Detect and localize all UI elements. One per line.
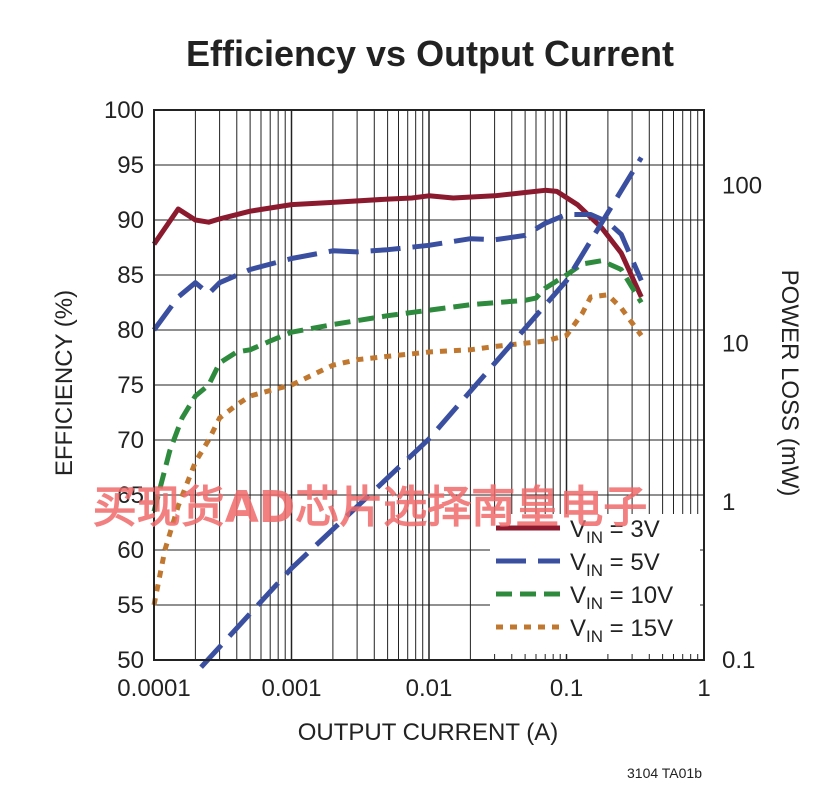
series-line-0 [151,187,644,299]
legend-entry: VIN = 15V [570,615,673,646]
x-tick-label: 0.1 [550,675,583,702]
series-line-3 [151,292,644,606]
legend-entry: VIN = 5V [570,549,660,580]
x-tick-label: 0.01 [406,675,453,702]
y-tick-label: 100 [104,97,144,124]
legend-entry: VIN = 3V [570,516,660,547]
y-tick-label: 85 [117,262,144,289]
y2-tick-label: 100 [722,172,762,199]
y-tick-label: 50 [117,647,144,674]
series-line-2 [151,258,644,513]
legend-entry: VIN = 10V [570,582,673,613]
watermark-text: 买现货AD芯片选择南皇电子 [93,482,648,533]
y2-axis-label: POWER LOSS (mW) [776,270,803,497]
y-tick-label: 60 [117,537,144,564]
y-tick-label: 80 [117,317,144,344]
legend-box [490,514,700,654]
x-tick-label: 0.0001 [117,675,190,702]
y2-tick-label: 1 [722,489,735,516]
y-axis-label: EFFICIENCY (%) [51,290,78,476]
plot-series [151,156,644,669]
y-tick-label: 65 [117,482,144,509]
series-line-4 [199,156,644,669]
y2-tick-label: 10 [722,331,749,358]
chart-title: Efficiency vs Output Current [186,33,674,74]
x-tick-label: 1 [697,675,710,702]
y-tick-label: 95 [117,152,144,179]
figure-code: 3104 TA01b [627,765,702,781]
y-tick-label: 75 [117,372,144,399]
y2-tick-label: 0.1 [722,647,755,674]
x-tick-label: 0.001 [261,675,321,702]
x-axis-label: OUTPUT CURRENT (A) [298,719,558,746]
series-line-1 [151,212,644,332]
plot-frame [153,109,705,661]
axis-ticks: 50 55 60 65 70 75 80 85 90 95 100 0.0001 0.001 0.01 0.… [104,97,762,702]
y-tick-label: 70 [117,427,144,454]
y-tick-label: 55 [117,592,144,619]
y-tick-label: 90 [117,207,144,234]
